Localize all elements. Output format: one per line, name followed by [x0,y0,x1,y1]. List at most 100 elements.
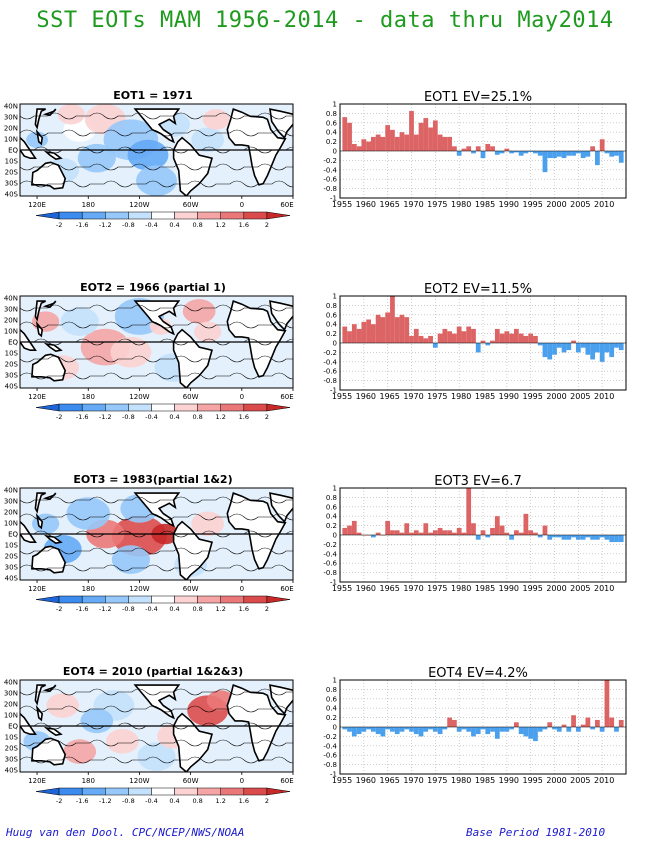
continent-outline [172,520,213,580]
x-tick-label: 1980 [451,584,471,593]
continent-outline [34,300,46,322]
bar [418,122,424,151]
x-tick-label: 2010 [594,200,614,209]
chart-title: EOT4 EV=4.2% [428,666,528,681]
colorbar-tick-label: -0.8 [122,413,135,421]
bar [547,722,553,727]
continent-outline [42,492,57,501]
x-tick-label: 1970 [403,584,423,593]
y-tick-label: 0.2 [326,714,337,722]
bar [342,117,348,151]
map-title: EOT2 = 1966 (partial 1) [80,281,226,294]
bar [432,343,438,348]
x-tick-label: 1960 [356,200,376,209]
panel-svg: EOT1 = 197140N30N20N10NEQ10S20S30S40S120… [4,89,627,229]
bar [485,727,491,735]
bar [480,727,486,730]
bar [351,727,357,737]
y-tick-label: -0.8 [323,569,337,577]
bar [490,527,495,535]
bar [404,727,410,730]
colorbar-tick-label: 0.8 [192,797,202,805]
sst-anomaly-map [20,488,293,580]
lat-tick-label: 40S [5,767,19,775]
bar [566,727,572,732]
bar [356,328,362,343]
x-tick-label: 2005 [570,584,590,593]
lon-tick-label: 60W [183,777,199,785]
bar [370,324,376,343]
colorbar-arrow-right [266,403,291,412]
bar [533,335,538,343]
y-tick-label: -0.4 [323,358,337,366]
y-tick-label: -1 [330,579,337,587]
bar [461,331,467,343]
anomaly-patch [136,165,177,196]
continent-outline [31,737,67,766]
colorbar-swatch [128,595,152,604]
bar [580,724,586,727]
y-tick-label: -0.4 [323,166,337,174]
y-tick-label: -0.2 [323,733,337,741]
y-tick-label: 0 [333,340,337,348]
bar [413,134,419,151]
continent-outline [20,328,37,351]
bar [599,343,605,362]
bar [394,530,400,535]
bar [595,719,600,727]
y-tick-label: 0.6 [326,695,338,703]
colorbar-tick-label: -2 [56,605,62,613]
colorbar-tick-label: -2 [56,797,62,805]
contour-line [20,564,293,572]
y-tick-label: -0.8 [323,377,337,385]
continent-outline [172,712,213,772]
bar [390,296,395,343]
y-tick-label: 0.2 [326,330,337,338]
bar [566,343,572,351]
colorbar-swatch [174,787,198,796]
bar [494,151,500,155]
lat-tick-label: 20S [5,169,19,177]
lat-tick-label: 20N [4,317,18,325]
colorbar-tick-label: 0.4 [169,221,179,229]
bar [537,535,543,538]
map-frame [19,679,294,773]
bar [366,141,371,151]
y-tick-label: 0.2 [326,138,337,146]
bar [504,532,510,535]
bar [556,151,562,157]
bar [571,715,576,727]
bar [609,343,615,358]
x-tick-label: 1985 [475,584,495,593]
x-tick-label: 1990 [499,776,519,785]
x-tick-label: 1975 [427,392,447,401]
bar [456,527,462,535]
colorbar-swatch [58,211,83,220]
bar [423,118,429,151]
contour-line [20,739,293,747]
lon-tick-label: 120E [28,201,46,209]
colorbar-tick-label: -0.8 [122,605,135,613]
lon-tick-label: 0 [240,201,244,209]
colorbar-tick-label: -1.2 [99,797,112,805]
colorbar-swatch [243,211,268,220]
bar [380,136,386,151]
lon-tick-label: 60E [280,393,293,401]
anomaly-patch [191,511,225,537]
bar [556,343,562,348]
bar [456,326,462,343]
bar [432,120,438,151]
continent-outline [20,712,37,735]
colorbar-tick-label: -2 [56,413,62,421]
bar [351,324,357,343]
contour-line [20,688,293,696]
colorbar-tick-label: -1.2 [99,605,112,613]
lon-tick-label: 180 [82,777,95,785]
bar [375,314,381,343]
bar [528,333,534,343]
bar [471,328,476,343]
bar [556,727,562,732]
bar [347,525,352,535]
y-tick-label: 0.8 [326,494,337,502]
colorbar-tick-label: -1.6 [76,797,89,805]
